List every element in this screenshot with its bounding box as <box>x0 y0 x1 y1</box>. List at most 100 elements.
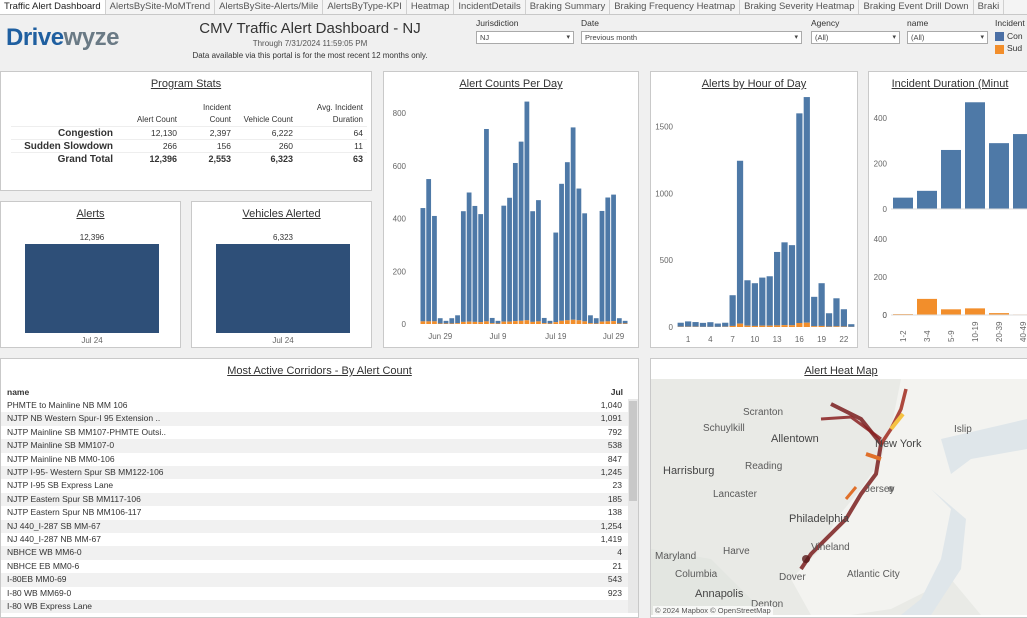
slowdown-bar[interactable] <box>461 322 466 324</box>
slowdown-bar[interactable] <box>455 323 460 324</box>
alerts-by-hour-title[interactable]: Alerts by Hour of Day <box>651 78 857 90</box>
slowdown-bar[interactable] <box>444 323 449 324</box>
legend-item-slowdown[interactable]: Sud <box>995 43 1025 53</box>
corridors-col-jul[interactable]: Jul <box>611 387 623 397</box>
congestion-bar[interactable] <box>501 206 506 322</box>
congestion-bar[interactable] <box>548 321 553 324</box>
slowdown-bar[interactable] <box>496 323 501 324</box>
congestion-bar[interactable] <box>461 211 466 322</box>
slowdown-bar[interactable] <box>565 320 570 324</box>
heat-map-title[interactable]: Alert Heat Map <box>651 365 1027 377</box>
tab-braking-event-drill-down[interactable]: Braking Event Drill Down <box>859 0 973 15</box>
slowdown-bar[interactable] <box>744 326 750 327</box>
congestion-bar[interactable] <box>707 322 713 327</box>
congestion-bar[interactable] <box>588 315 593 323</box>
slowdown-bar[interactable] <box>737 324 743 327</box>
slowdown-bar[interactable] <box>571 320 576 324</box>
congestion-bar[interactable] <box>789 245 795 325</box>
congestion-bar[interactable] <box>678 323 684 327</box>
heat-map-canvas[interactable]: Scranton Schuylkill Allentown Harrisburg… <box>651 379 1027 615</box>
congestion-bar[interactable] <box>752 283 758 326</box>
congestion-bar[interactable] <box>965 102 985 209</box>
congestion-bar[interactable] <box>553 233 558 323</box>
slowdown-bar[interactable] <box>804 323 810 327</box>
congestion-bar[interactable] <box>496 321 501 324</box>
congestion-bar[interactable] <box>449 318 454 323</box>
tab-traffic-alert-dashboard[interactable]: Traffic Alert Dashboard <box>0 0 106 15</box>
incident-duration-title[interactable]: Incident Duration (Minut <box>869 78 1027 90</box>
slowdown-bar[interactable] <box>507 322 512 324</box>
slowdown-bar[interactable] <box>525 320 530 324</box>
slowdown-bar[interactable] <box>438 323 443 324</box>
slowdown-bar[interactable] <box>594 323 599 324</box>
congestion-bar[interactable] <box>519 142 524 321</box>
slowdown-bar[interactable] <box>774 325 780 327</box>
congestion-bar[interactable] <box>700 323 706 327</box>
congestion-bar[interactable] <box>730 295 736 326</box>
congestion-bar[interactable] <box>917 191 937 209</box>
congestion-bar[interactable] <box>565 162 570 320</box>
congestion-bar[interactable] <box>507 198 512 322</box>
congestion-bar[interactable] <box>611 195 616 321</box>
alerts-kpi-bar[interactable] <box>25 244 159 333</box>
slowdown-bar[interactable] <box>548 323 553 324</box>
congestion-bar[interactable] <box>941 150 961 209</box>
tab-braki[interactable]: Braki <box>974 0 1005 15</box>
corridors-col-name[interactable]: name <box>7 387 29 397</box>
slowdown-bar[interactable] <box>965 308 985 315</box>
slowdown-bar[interactable] <box>941 309 961 315</box>
tab-braking-summary[interactable]: Braking Summary <box>526 0 611 15</box>
tab-braking-severity-heatmap[interactable]: Braking Severity Heatmap <box>740 0 859 15</box>
date-select[interactable]: Previous month▾ <box>581 31 802 44</box>
congestion-bar[interactable] <box>605 198 610 322</box>
slowdown-bar[interactable] <box>611 321 616 324</box>
table-row[interactable]: I-80 WB Express Lane <box>1 600 628 613</box>
agency-select[interactable]: (All)▾ <box>811 31 900 44</box>
slowdown-bar[interactable] <box>553 322 558 324</box>
congestion-bar[interactable] <box>525 102 530 321</box>
congestion-bar[interactable] <box>559 184 564 321</box>
congestion-bar[interactable] <box>582 213 587 321</box>
congestion-bar[interactable] <box>600 211 605 322</box>
congestion-bar[interactable] <box>715 324 721 327</box>
congestion-bar[interactable] <box>426 179 431 321</box>
name-select[interactable]: (All)▾ <box>907 31 988 44</box>
congestion-bar[interactable] <box>444 321 449 324</box>
congestion-bar[interactable] <box>774 252 780 325</box>
slowdown-bar[interactable] <box>449 323 454 324</box>
tab-incidentdetails[interactable]: IncidentDetails <box>454 0 525 15</box>
congestion-bar[interactable] <box>811 297 817 326</box>
slowdown-bar[interactable] <box>605 321 610 324</box>
slowdown-bar[interactable] <box>796 323 802 327</box>
vehicles-kpi-title[interactable]: Vehicles Alerted <box>192 208 371 220</box>
table-row-sudden-slowdown[interactable]: Sudden Slowdown 266 156 260 11 <box>11 140 367 153</box>
tab-alertsbysite-alerts-mile[interactable]: AlertsBySite-Alerts/Mile <box>215 0 323 15</box>
slowdown-bar[interactable] <box>467 322 472 324</box>
program-stats-title[interactable]: Program Stats <box>1 78 371 90</box>
alert-counts-per-day-title[interactable]: Alert Counts Per Day <box>384 78 638 90</box>
congestion-bar[interactable] <box>594 318 599 323</box>
congestion-bar[interactable] <box>1013 134 1027 209</box>
congestion-bar[interactable] <box>513 163 518 321</box>
slowdown-bar[interactable] <box>536 321 541 324</box>
congestion-bar[interactable] <box>767 276 773 325</box>
congestion-bar[interactable] <box>781 242 787 325</box>
slowdown-bar[interactable] <box>730 326 736 327</box>
table-row[interactable]: NJTP Mainline SB MM107-PHMTE Outsi..792 <box>1 426 628 439</box>
congestion-bar[interactable] <box>530 211 535 322</box>
slowdown-bar[interactable] <box>588 323 593 324</box>
congestion-bar[interactable] <box>759 278 765 326</box>
alerts-kpi-title[interactable]: Alerts <box>1 208 180 220</box>
scrollbar-thumb[interactable] <box>629 401 637 501</box>
slowdown-bar[interactable] <box>752 326 758 327</box>
tab-heatmap[interactable]: Heatmap <box>407 0 455 15</box>
slowdown-bar[interactable] <box>819 326 825 327</box>
corridors-scrollbar[interactable] <box>628 399 638 613</box>
congestion-bar[interactable] <box>617 318 622 323</box>
slowdown-bar[interactable] <box>542 323 547 324</box>
